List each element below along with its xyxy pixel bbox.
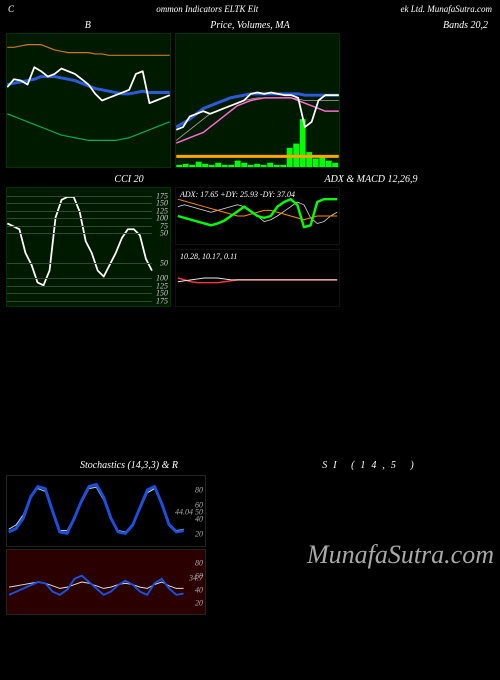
page-header: C ommon Indicators ELTK Elt ek Ltd. Muna… (0, 0, 500, 18)
row2-panels: 175150125100755050100125150175 ADX: 17.6… (0, 187, 500, 307)
stochastics-panel-a: 8060402044.04 50 (6, 475, 206, 547)
header-mid: ommon Indicators ELTK Elt (156, 4, 258, 14)
row1-titles: B Price, Volumes, MA Bands 20,2 (0, 18, 500, 33)
stochastics-section: Stochastics (14,3,3) & R SI (14,5 ) 8060… (0, 460, 500, 615)
row1-title-right: Bands 20,2 (332, 20, 492, 31)
row1-title-mid: Price, Volumes, MA (168, 20, 333, 31)
header-right: ek Ltd. MunafaSutra.com (401, 4, 493, 14)
stochastics-panel-b: 8060402034.7 (6, 549, 206, 615)
row1-panels (0, 33, 500, 168)
cci-panel: 175150125100755050100125150175 (6, 187, 171, 307)
adx-macd-stack: ADX: 17.65 +DY: 25.93 -DY: 37.04 10.28, … (175, 187, 340, 307)
bollinger-panel (6, 33, 171, 168)
cci-title: CCI 20 (8, 174, 250, 185)
adx-panel: ADX: 17.65 +DY: 25.93 -DY: 37.04 (175, 187, 340, 245)
watermark-text: MunafaSutra.com (307, 540, 494, 570)
macd-panel: 10.28, 10.17, 0.11 (175, 249, 340, 307)
price-volume-panel (175, 33, 340, 168)
row2-titles: CCI 20 ADX & MACD 12,26,9 (0, 168, 500, 187)
stoch-titles: Stochastics (14,3,3) & R SI (14,5 ) (0, 460, 500, 475)
stoch-title-right: SI (14,5 ) (250, 460, 492, 471)
header-left: C (8, 4, 14, 14)
row1-title-left: B (8, 20, 168, 31)
stoch-title-left: Stochastics (14,3,3) & R (8, 460, 250, 471)
adx-macd-title: ADX & MACD 12,26,9 (250, 174, 492, 185)
